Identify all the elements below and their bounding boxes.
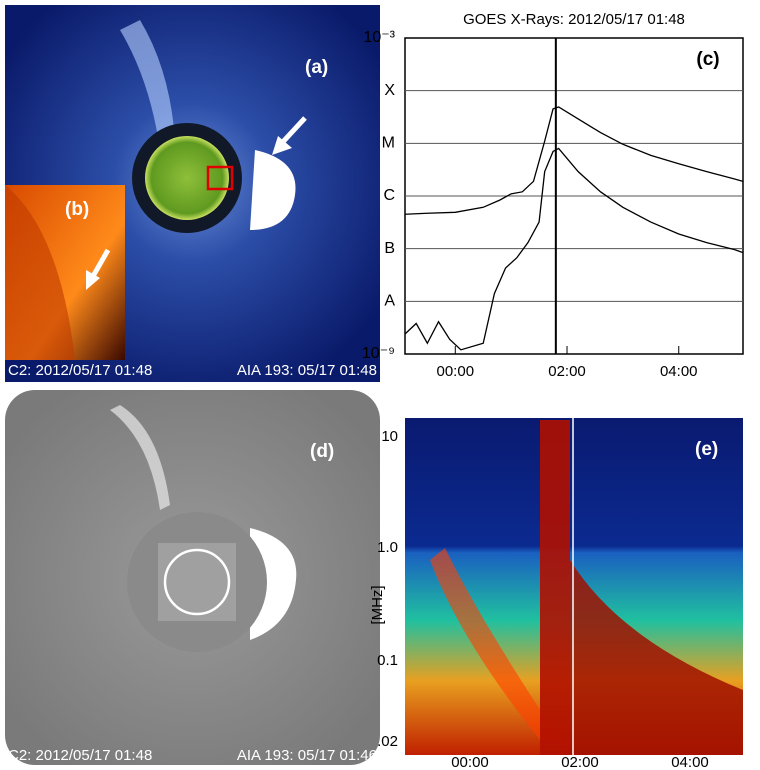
panel-d: (d) C2: 2012/05/17 01:48 AIA 193: 05/17 … xyxy=(5,390,380,765)
y-axis-label: [MHz] xyxy=(369,585,386,624)
data-line xyxy=(404,106,744,215)
panel-label: (e) xyxy=(695,439,718,460)
y-tick-label: 1.0 xyxy=(377,539,398,556)
panel-label: (b) xyxy=(65,199,89,220)
caption: AIA 193: 05/17 01:48 xyxy=(237,362,377,379)
streamer xyxy=(120,20,175,150)
panel-e: WIND/WAVES: 2012/05/17 01:48 (e) 10 1.0 … xyxy=(369,397,743,770)
x-tick-label: 02:00 xyxy=(561,754,599,770)
arrow xyxy=(278,116,307,147)
y-tick-label: 10⁻³ xyxy=(363,29,395,46)
x-tick-label: 02:00 xyxy=(548,363,586,380)
caption: AIA 193: 05/17 01:46 xyxy=(237,747,377,764)
x-tick-label: 00:00 xyxy=(437,363,475,380)
x-tick-label: 04:00 xyxy=(671,754,709,770)
sun-disk xyxy=(145,136,229,220)
euv-inset xyxy=(158,543,236,621)
streamer xyxy=(110,405,170,510)
x-tick-label: 04:00 xyxy=(660,363,698,380)
panel-label: (a) xyxy=(305,57,328,78)
y-tick-label: 10⁻⁹ xyxy=(362,345,395,362)
burst xyxy=(570,560,743,755)
arrow xyxy=(89,248,111,280)
panel-label: (d) xyxy=(310,441,334,462)
panel-title: WIND/WAVES: 2012/05/17 01:48 xyxy=(463,397,685,414)
cme xyxy=(250,150,296,230)
x-tick-label: 00:00 xyxy=(451,754,489,770)
caption: C2: 2012/05/17 01:48 xyxy=(8,362,152,379)
chart-title: GOES X-Rays: 2012/05/17 01:48 xyxy=(463,11,685,28)
burst xyxy=(540,420,570,755)
data-line xyxy=(404,147,744,351)
limb-ring xyxy=(163,548,231,616)
y-tick-label: B xyxy=(384,240,395,257)
y-tick-label: 10 xyxy=(381,428,398,445)
caption: C2: 2012/05/17 01:48 xyxy=(8,747,152,764)
panel-b: (b) xyxy=(5,185,125,360)
burst xyxy=(430,548,560,740)
y-tick-label: .02 xyxy=(377,733,398,750)
y-tick-label: 0.1 xyxy=(377,652,398,669)
y-tick-label: X xyxy=(384,82,395,99)
limb xyxy=(5,185,75,360)
y-tick-label: C xyxy=(383,187,395,204)
arrowhead xyxy=(86,270,100,290)
y-tick-label: M xyxy=(382,135,395,152)
panel-label: (c) xyxy=(696,49,719,70)
region-box xyxy=(206,165,234,191)
y-tick-label: A xyxy=(384,293,395,310)
arrowhead xyxy=(272,136,292,155)
